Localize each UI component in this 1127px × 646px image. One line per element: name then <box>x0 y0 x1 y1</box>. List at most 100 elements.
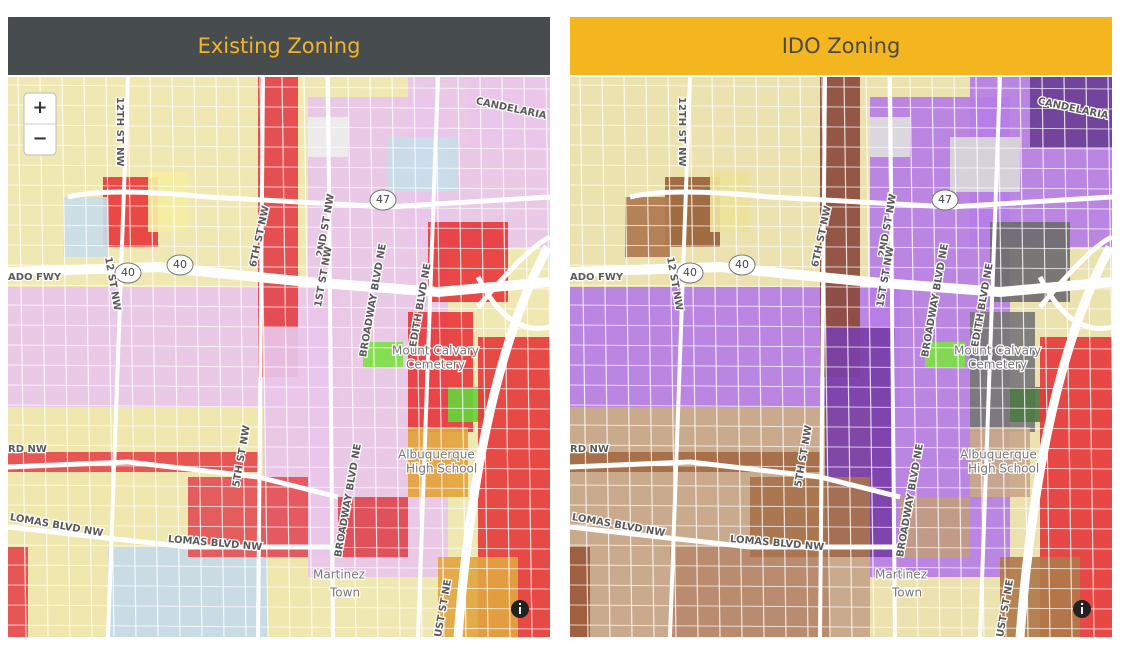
info-glyph <box>519 603 521 605</box>
info-glyph <box>1081 607 1083 614</box>
street <box>8 104 550 110</box>
street <box>1085 77 1095 637</box>
map-label: 12TH ST NW <box>114 97 125 167</box>
freeway <box>1037 234 1112 331</box>
route-number: 47 <box>376 193 390 206</box>
street <box>39 77 49 637</box>
map-label: Martinez <box>875 568 927 582</box>
route-number: 40 <box>683 266 697 279</box>
street <box>865 77 875 637</box>
street <box>570 364 1112 370</box>
street <box>8 124 550 130</box>
street <box>997 77 1007 637</box>
street <box>127 77 137 637</box>
road <box>570 189 1112 550</box>
zone <box>1000 557 1080 637</box>
street <box>8 444 550 450</box>
street <box>8 504 550 510</box>
route-shield <box>931 189 959 211</box>
street <box>215 77 225 637</box>
street <box>570 144 1112 150</box>
zoom-control: + − <box>23 92 57 156</box>
street <box>1107 77 1112 400</box>
street <box>755 77 765 637</box>
map-label: Martinez <box>313 568 365 582</box>
header-bar <box>8 17 550 75</box>
street <box>8 384 550 390</box>
street <box>8 344 550 350</box>
street <box>17 77 27 637</box>
street <box>8 244 550 250</box>
map-label: RD NW <box>570 444 609 455</box>
street <box>237 77 247 637</box>
header-bar <box>570 17 1112 75</box>
street <box>689 77 699 637</box>
street <box>601 77 611 637</box>
zone <box>438 557 518 637</box>
route-shield <box>728 254 756 276</box>
street <box>369 77 379 637</box>
zoom-out[interactable]: − <box>32 128 47 149</box>
street <box>391 77 401 637</box>
street <box>579 77 589 637</box>
zone <box>970 427 1030 497</box>
street <box>523 77 533 637</box>
street <box>570 164 1112 170</box>
street <box>479 77 489 637</box>
map-label: ADO FWY <box>8 272 62 283</box>
freeway <box>8 261 550 298</box>
zoom-in[interactable]: + <box>32 97 47 118</box>
street <box>8 224 550 230</box>
freeway <box>475 234 550 331</box>
street <box>570 484 1112 490</box>
street <box>799 77 809 637</box>
street <box>8 184 550 190</box>
map-label: Mount Calvary <box>954 344 1041 358</box>
street <box>570 304 1112 310</box>
freeway <box>453 244 550 637</box>
route-shield <box>114 262 142 284</box>
street <box>8 364 550 370</box>
map-label: Town <box>891 586 922 600</box>
road <box>668 77 1002 637</box>
street <box>61 77 71 637</box>
street <box>570 524 1112 530</box>
street <box>8 404 550 410</box>
street <box>570 224 1112 230</box>
zone <box>408 427 468 497</box>
street <box>570 504 1112 510</box>
street <box>1041 77 1051 637</box>
street <box>570 384 1112 390</box>
street <box>193 77 203 637</box>
map-label: Albuquerque <box>398 448 475 462</box>
street <box>570 344 1112 350</box>
street <box>8 564 550 570</box>
street <box>953 77 963 637</box>
map-label: Town <box>329 586 360 600</box>
route-shield <box>676 262 704 284</box>
zone <box>108 547 268 637</box>
info-glyph <box>1081 603 1083 605</box>
street <box>303 77 313 637</box>
street <box>8 84 550 90</box>
street <box>570 244 1112 250</box>
street <box>645 77 655 637</box>
freeway <box>570 261 1112 298</box>
street <box>570 184 1112 190</box>
zone <box>670 547 830 637</box>
map-label: Cemetery <box>968 358 1027 372</box>
map-label: Mount Calvary <box>392 344 479 358</box>
map-label: High School <box>406 462 477 476</box>
zone <box>8 547 28 637</box>
route-number: 47 <box>938 193 952 206</box>
street <box>8 204 550 210</box>
zone <box>950 137 1020 192</box>
road <box>8 189 550 550</box>
map-label: High School <box>968 462 1039 476</box>
zone <box>148 172 188 232</box>
street <box>777 77 787 637</box>
street <box>8 524 550 530</box>
